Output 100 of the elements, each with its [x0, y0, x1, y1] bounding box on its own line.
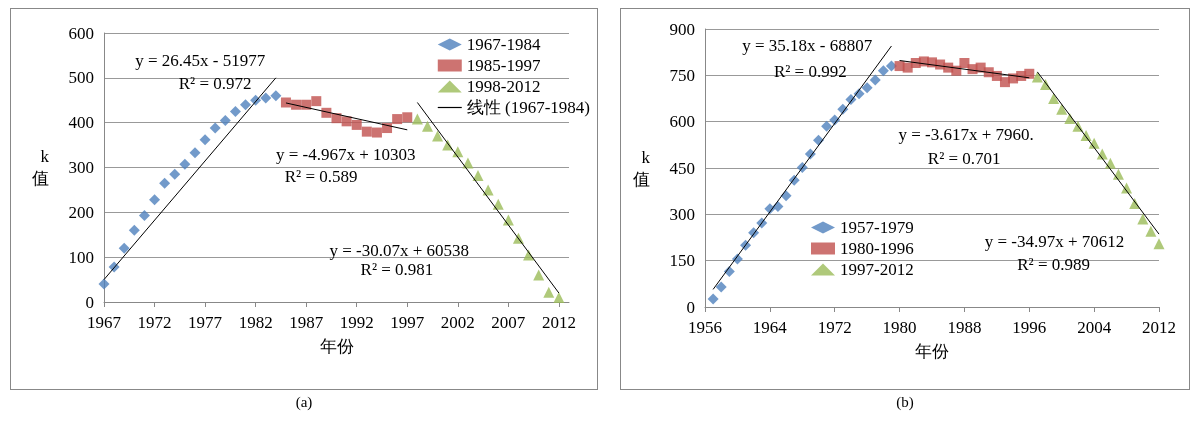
y-tick-label: 450 — [669, 158, 695, 178]
point — [492, 198, 504, 210]
point — [715, 281, 727, 293]
annotation: y = -30.07x + 60538 — [329, 240, 470, 260]
point — [138, 209, 150, 221]
point — [1056, 103, 1068, 115]
point — [533, 269, 545, 281]
y-tick-label: 150 — [669, 251, 695, 271]
y-tick-label: 600 — [68, 23, 94, 43]
x-tick-label: 2012 — [1142, 318, 1176, 337]
point — [229, 105, 241, 117]
point — [707, 293, 719, 305]
point — [118, 242, 130, 254]
y-axis-title: k值 — [633, 147, 651, 189]
annotation: y = 26.45x - 51977 — [135, 51, 266, 71]
point — [432, 130, 444, 142]
x-tick-label: 1956 — [688, 318, 722, 337]
annotation: y = -3.617x + 7960. — [898, 124, 1034, 144]
annotation: R² = 0.701 — [927, 149, 1001, 169]
point — [219, 114, 231, 126]
x-tick-label: 2004 — [1077, 318, 1112, 337]
annotation: R² = 0.589 — [284, 166, 358, 186]
point — [1137, 213, 1149, 225]
point — [877, 65, 889, 77]
point — [392, 114, 403, 125]
annotation: y = 35.18x - 68807 — [742, 36, 873, 56]
point — [1048, 93, 1060, 104]
y-tick-label: 300 — [669, 204, 695, 224]
point — [543, 286, 555, 298]
annotation: y = -4.967x + 10303 — [276, 144, 416, 164]
x-tick-label: 1997 — [390, 313, 425, 332]
x-tick-label: 1992 — [339, 313, 374, 332]
x-tick-label: 1980 — [882, 318, 917, 337]
point — [270, 90, 282, 102]
point — [351, 119, 362, 130]
point — [411, 113, 423, 125]
point — [885, 60, 897, 72]
annotation: R² = 0.981 — [360, 260, 434, 280]
annotation: R² = 0.972 — [178, 73, 252, 93]
point — [869, 74, 881, 86]
x-tick-label: 2002 — [440, 313, 475, 332]
x-tick-label: 1977 — [188, 313, 223, 332]
point — [189, 147, 201, 159]
y-tick-label: 0 — [686, 297, 695, 317]
x-tick-label: 1982 — [238, 313, 273, 332]
y-tick-label: 600 — [669, 112, 695, 132]
annotation: R² = 0.992 — [773, 61, 847, 81]
point — [179, 158, 191, 170]
point — [341, 116, 352, 127]
y-tick-label: 750 — [669, 65, 695, 85]
y-tick-label: 100 — [68, 247, 94, 267]
point — [128, 224, 140, 236]
x-tick-label: 1987 — [289, 313, 324, 332]
x-axis-title: 年份 — [319, 337, 354, 356]
point — [169, 168, 181, 180]
point — [98, 278, 110, 290]
point — [311, 96, 322, 107]
annotation: y = -34.97x + 70612 — [984, 231, 1125, 251]
x-tick-label: 2007 — [491, 313, 526, 332]
point — [1024, 68, 1035, 79]
point — [959, 57, 970, 68]
point — [280, 97, 291, 108]
point — [371, 127, 382, 138]
point — [553, 292, 565, 304]
text: (b) — [895, 394, 915, 411]
point — [902, 62, 913, 73]
y-tick-label: 500 — [68, 68, 94, 88]
text: (a) — [294, 394, 314, 411]
point — [402, 112, 413, 123]
point — [1145, 225, 1157, 237]
point — [1153, 238, 1165, 250]
point — [149, 194, 161, 206]
y-axis-title: k值 — [32, 147, 50, 188]
point — [861, 82, 873, 94]
y-tick-label: 200 — [68, 202, 94, 222]
point — [199, 134, 211, 146]
x-tick-label: 1964 — [752, 318, 788, 337]
x-tick-label: 1996 — [1012, 318, 1047, 337]
x-tick-label: 1988 — [947, 318, 982, 337]
point — [260, 92, 272, 104]
legend-label: 1957-1979 — [840, 218, 914, 237]
point — [209, 122, 221, 134]
legend-label: 线性 (1967-1984) — [466, 98, 590, 117]
point — [472, 170, 484, 182]
x-tick-label: 2012 — [541, 313, 576, 332]
legend-label: 1998-2012 — [466, 77, 541, 96]
point — [821, 120, 833, 132]
x-tick-label: 1972 — [817, 318, 852, 337]
legend-label: 1985-1997 — [466, 56, 541, 75]
point — [159, 177, 171, 189]
x-tick-label: 1972 — [137, 313, 172, 332]
legend-label: 1997-2012 — [840, 260, 914, 279]
point — [462, 157, 474, 169]
y-tick-label: 400 — [68, 113, 94, 133]
point — [240, 99, 252, 111]
y-tick-label: 0 — [85, 292, 94, 312]
y-tick-label: 900 — [669, 19, 695, 39]
legend-label: 1967-1984 — [466, 35, 541, 54]
legend-label: 1980-1996 — [840, 239, 914, 258]
x-tick-label: 1967 — [87, 313, 122, 332]
